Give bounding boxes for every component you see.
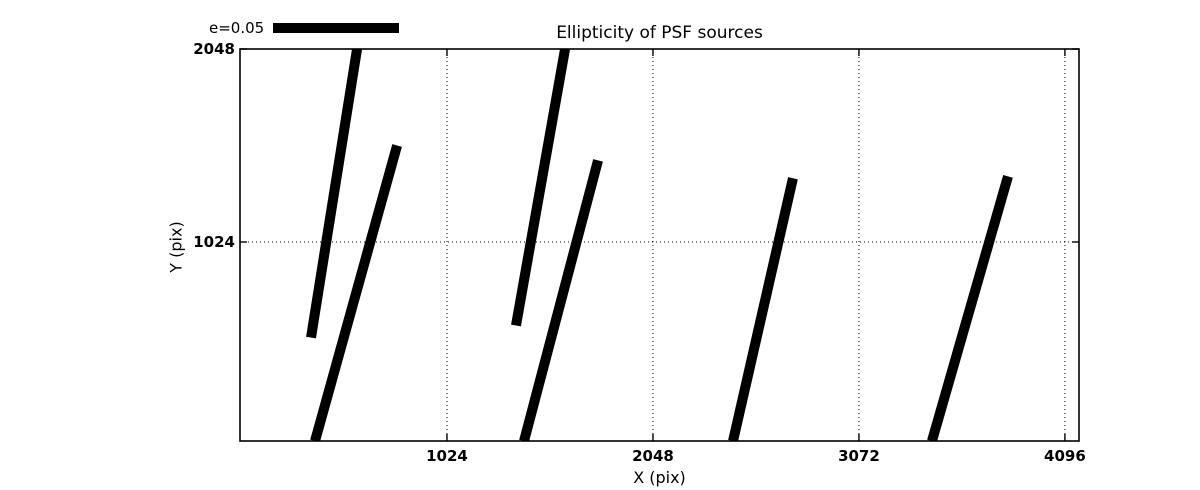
ellipticity-whisker bbox=[511, 49, 570, 327]
y-axis-label: Y (pix) bbox=[166, 221, 186, 273]
x-axis-label: X (pix) bbox=[633, 468, 686, 487]
x-tick-label: 4096 bbox=[1044, 447, 1086, 465]
ellipticity-whisker bbox=[306, 49, 363, 339]
y-tick-label: 1024 bbox=[193, 233, 235, 251]
tick-marks bbox=[240, 48, 1079, 441]
tick-labels: 1024 2048 3072 4096 1024 2048 bbox=[193, 40, 1086, 465]
axes-border bbox=[239, 48, 1080, 442]
ellipticity-whisker bbox=[927, 175, 1013, 441]
legend-key-line bbox=[273, 23, 400, 33]
x-tick-label: 1024 bbox=[426, 447, 468, 465]
ellipticity-whisker bbox=[310, 144, 402, 441]
gridlines bbox=[240, 49, 1079, 441]
x-tick-label: 3072 bbox=[838, 447, 880, 465]
x-tick-label: 2048 bbox=[632, 447, 674, 465]
chart-title: Ellipticity of PSF sources bbox=[556, 23, 763, 43]
y-tick-label: 2048 bbox=[193, 40, 235, 58]
legend-label: e=0.05 bbox=[209, 19, 265, 37]
legend: e=0.05 bbox=[209, 19, 400, 37]
whisker-group bbox=[306, 49, 1013, 441]
ellipticity-whisker bbox=[728, 177, 798, 441]
ellipticity-whisker bbox=[519, 159, 603, 441]
